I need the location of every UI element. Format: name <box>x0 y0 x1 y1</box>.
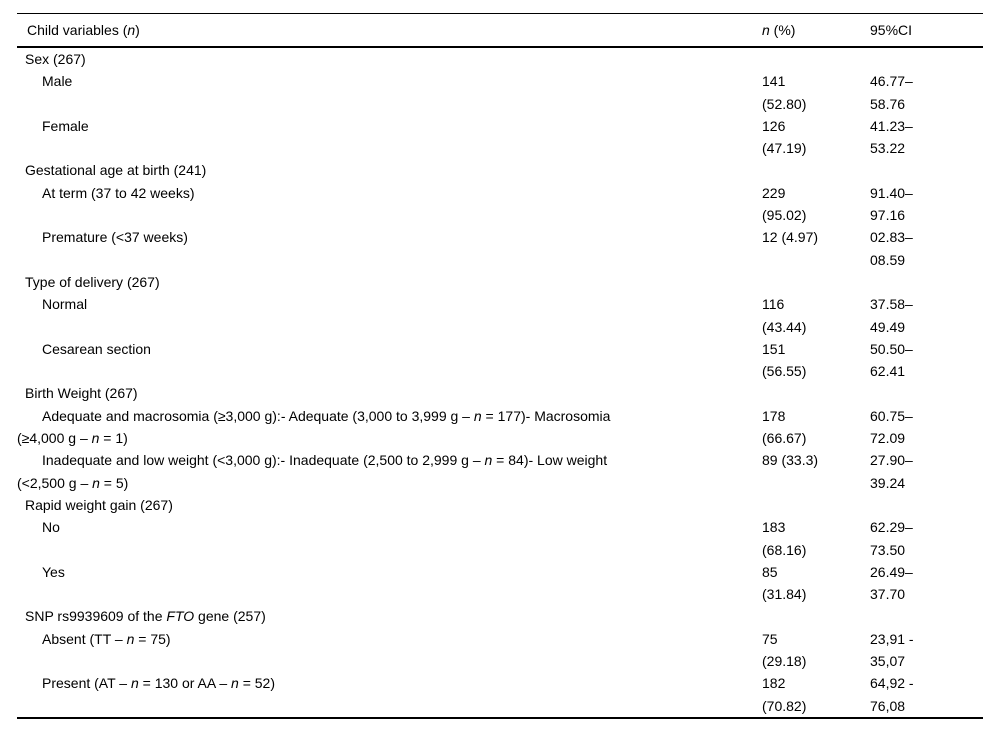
row-label: Premature (<37 weeks) <box>42 229 188 246</box>
ci-cell: 02.83– 08.59 <box>870 229 913 268</box>
n-percent-cell: 151 (56.55) <box>762 340 807 380</box>
table-row-female: Female 126 (47.19) 41.23– 53.22 <box>17 115 983 160</box>
category-label: Sex (267) <box>25 51 86 67</box>
category-row-type-of-delivery: Type of delivery (267) <box>17 271 983 293</box>
n-percent-cell: 116 (43.44) <box>762 296 807 335</box>
category-row-sex: Sex (267) <box>17 47 983 70</box>
column-header-child-variables: Child variables (n) <box>17 14 762 48</box>
n-percent-cell: 178 (66.67) <box>762 407 807 447</box>
row-label: Yes <box>42 563 65 580</box>
ci-cell: 50.50– 62.41 <box>870 340 913 380</box>
ci-cell: 23,91 - 35,07 <box>870 630 914 670</box>
row-label: Adequate and macrosomia (≥3,000 g):- Ade… <box>17 407 611 447</box>
table-row-rapid-gain-no: No 183 (68.16) 62.29– 73.50 <box>17 516 983 561</box>
table-row-male: Male 141 (52.80) 46.77– 58.76 <box>17 70 983 115</box>
category-row-gestational-age: Gestational age at birth (241) <box>17 159 983 181</box>
row-label: No <box>42 519 60 536</box>
row-label: At term (37 to 42 weeks) <box>42 184 195 201</box>
row-label: Absent (TT – n = 75) <box>42 630 171 647</box>
category-label: Type of delivery (267) <box>25 273 160 290</box>
row-label: Normal <box>42 296 88 313</box>
category-label: Gestational age at birth (241) <box>25 162 207 179</box>
n-percent-cell: 183 (68.16) <box>762 519 807 558</box>
table-row-normal-delivery: Normal 116 (43.44) 37.58– 49.49 <box>17 293 983 338</box>
ci-cell: 46.77– 58.76 <box>870 73 913 112</box>
header-row: Child variables (n) n (%) 95%CI <box>17 14 983 48</box>
row-label: Male <box>42 73 73 90</box>
table-header: Child variables (n) n (%) 95%CI <box>17 14 983 48</box>
column-header-n-percent: n (%) <box>762 14 870 48</box>
table-row-cesarean-section: Cesarean section 151 (56.55) 50.50– 62.4… <box>17 338 983 383</box>
row-label: Present (AT – n = 130 or AA – n = 52) <box>42 675 276 692</box>
ci-cell: 62.29– 73.50 <box>870 519 913 558</box>
category-row-rapid-weight-gain: Rapid weight gain (267) <box>17 494 983 516</box>
category-row-birth-weight: Birth Weight (267) <box>17 382 983 404</box>
ci-cell: 26.49– 37.70 <box>870 563 913 603</box>
n-percent-cell: 85 (31.84) <box>762 563 807 603</box>
ci-cell: 27.90– 39.24 <box>870 452 913 491</box>
child-variables-table: Child variables (n) n (%) 95%CI Sex (267… <box>17 13 983 719</box>
table-row-snp-present: Present (AT – n = 130 or AA – n = 52) 18… <box>17 672 983 717</box>
ci-cell: 64,92 - 76,08 <box>870 675 914 714</box>
column-header-95ci: 95%CI <box>870 14 983 48</box>
n-percent-cell: 89 (33.3) <box>762 452 819 469</box>
category-label: Rapid weight gain (267) <box>25 496 173 513</box>
ci-cell: 91.40– 97.16 <box>870 184 913 224</box>
ci-cell: 37.58– 49.49 <box>870 296 913 335</box>
n-percent-cell: 12 (4.97) <box>762 229 819 246</box>
category-row-snp-fto: SNP rs9939609 of the FTO gene (257) <box>17 605 983 627</box>
row-label: Cesarean section <box>42 340 151 357</box>
ci-cell: 60.75– 72.09 <box>870 407 913 447</box>
n-percent-cell: 75 (29.18) <box>762 630 807 670</box>
ci-cell: 41.23– 53.22 <box>870 117 913 157</box>
table-row-premature: Premature (<37 weeks) 12 (4.97) 02.83– 0… <box>17 226 983 271</box>
table-row-adequate-macrosomia: Adequate and macrosomia (≥3,000 g):- Ade… <box>17 405 983 450</box>
table-row-snp-absent: Absent (TT – n = 75) 75 (29.18) 23,91 - … <box>17 628 983 673</box>
n-percent-cell: 182 (70.82) <box>762 675 807 714</box>
category-label: Birth Weight (267) <box>25 385 138 402</box>
row-label: Female <box>42 117 89 134</box>
table-row-inadequate-low-weight: Inadequate and low weight (<3,000 g):- I… <box>17 449 983 494</box>
category-label: SNP rs9939609 of the FTO gene (257) <box>25 608 266 625</box>
table-row-rapid-gain-yes: Yes 85 (31.84) 26.49– 37.70 <box>17 561 983 606</box>
n-percent-cell: 229 (95.02) <box>762 184 807 224</box>
row-label: Inadequate and low weight (<3,000 g):- I… <box>17 452 608 491</box>
table-body: Sex (267) Male 141 (52.80) 46.77– 58.76 … <box>17 47 983 717</box>
n-percent-cell: 126 (47.19) <box>762 117 807 157</box>
table-row-at-term: At term (37 to 42 weeks) 229 (95.02) 91.… <box>17 182 983 227</box>
n-percent-cell: 141 (52.80) <box>762 73 807 112</box>
descriptive-statistics-table: Child variables (n) n (%) 95%CI Sex (267… <box>17 14 983 717</box>
